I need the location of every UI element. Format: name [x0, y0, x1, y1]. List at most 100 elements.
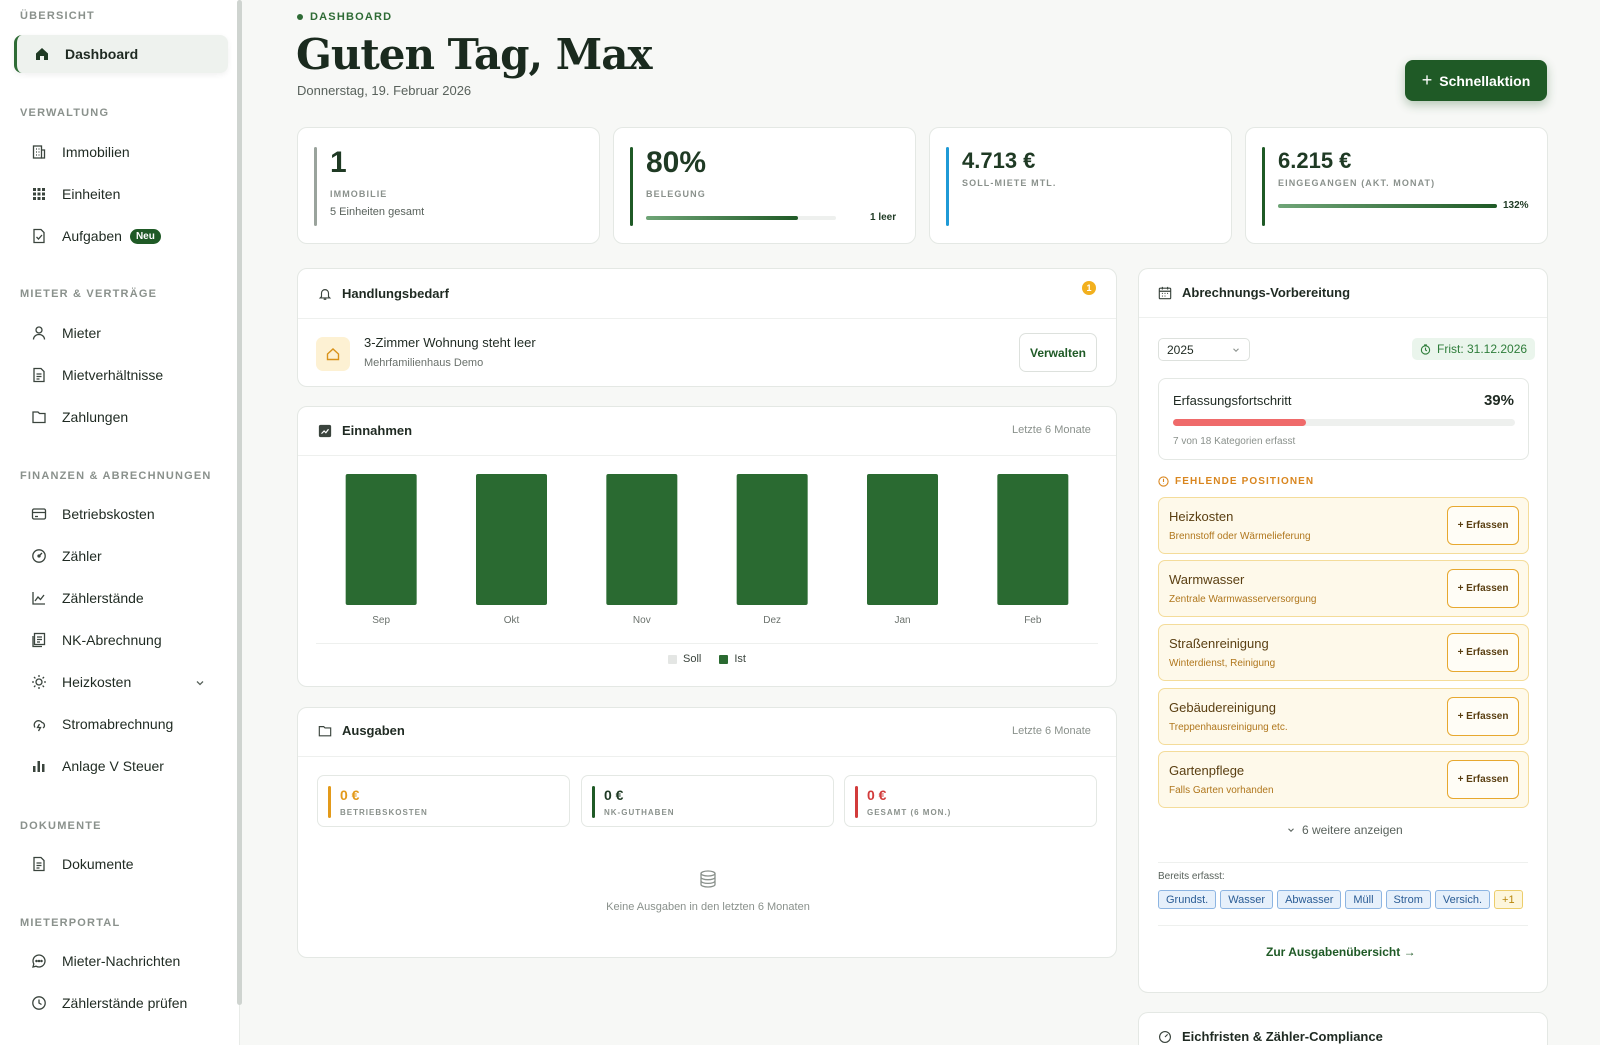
sidebar-item-label: Einheiten	[62, 186, 121, 202]
chevron-down-icon	[1286, 825, 1296, 835]
erfassen-button[interactable]: + Erfassen	[1447, 569, 1519, 608]
database-icon	[698, 869, 718, 894]
sidebar-item-label: Stromabrechnung	[62, 716, 174, 732]
abrechnung-title: Abrechnungs-Vorbereitung	[1158, 285, 1350, 300]
ausgaben-panel	[297, 707, 1117, 958]
nav-section-verwaltung: VERWALTUNG	[20, 107, 110, 119]
sidebar-item-stromabrechnung[interactable]: Stromabrechnung	[14, 705, 228, 743]
alert-subtitle: Mehrfamilienhaus Demo	[364, 357, 484, 369]
home-icon	[33, 45, 51, 63]
sidebar-item-mieter-nachrichten[interactable]: Mieter-Nachrichten	[14, 942, 228, 980]
sidebar-item-aufgaben[interactable]: Aufgaben Neu	[14, 217, 228, 255]
sidebar-item-label: Mieter-Nachrichten	[62, 953, 181, 969]
divider	[298, 455, 1116, 456]
expense-value: 0 €	[340, 787, 360, 803]
chart-line-icon	[30, 589, 48, 607]
x-tick-label: Okt	[504, 615, 520, 626]
missing-subtitle: Falls Garten vorhanden	[1169, 785, 1274, 796]
year-select[interactable]: 2025	[1158, 338, 1250, 361]
erfassen-button[interactable]: + Erfassen	[1447, 506, 1519, 545]
sidebar-item-dashboard[interactable]: Dashboard	[14, 35, 228, 73]
bar-ist-dez[interactable]	[736, 474, 808, 605]
sidebar-item-betriebskosten[interactable]: Betriebskosten	[14, 495, 228, 533]
calendar-icon	[1158, 286, 1172, 300]
missing-header-label: FEHLENDE POSITIONEN	[1175, 476, 1315, 487]
kpi-card-eingegangen[interactable]: 6.215 € EINGEGANGEN (AKT. MONAT) 132%	[1245, 127, 1548, 244]
captured-chip-more[interactable]: +1	[1494, 890, 1523, 909]
chevron-down-icon	[1231, 344, 1241, 358]
missing-item: Straßenreinigung Winterdienst, Reinigung…	[1158, 624, 1529, 681]
sidebar-item-dokumente[interactable]: Dokumente	[14, 845, 228, 883]
sidebar-item-label: Dokumente	[62, 856, 134, 872]
sidebar-item-label: Mieter	[62, 325, 101, 341]
quick-action-button[interactable]: + Schnellaktion	[1405, 60, 1547, 101]
bar-ist-nov[interactable]	[606, 474, 678, 605]
legend-ist-swatch	[719, 654, 729, 664]
panel-title-label: Eichfristen & Zähler-Compliance	[1182, 1029, 1383, 1044]
erfassen-button[interactable]: + Erfassen	[1447, 697, 1519, 736]
eichfristen-panel	[1138, 1012, 1548, 1045]
expense-label: GESAMT (6 MON.)	[867, 808, 952, 817]
handlungsbedarf-panel	[297, 268, 1117, 387]
sidebar-item-zaehlerstaende[interactable]: Zählerstände	[14, 579, 228, 617]
captured-label: Bereits erfasst:	[1158, 871, 1225, 882]
sidebar-item-mieter[interactable]: Mieter	[14, 314, 228, 352]
bar-ist-okt[interactable]	[476, 474, 547, 605]
sidebar-item-zahlungen[interactable]: Zahlungen	[14, 398, 228, 436]
chart-legend: Soll Ist	[668, 653, 746, 665]
sidebar-item-nk-abrechnung[interactable]: NK-Abrechnung	[14, 621, 228, 659]
erfassen-button[interactable]: + Erfassen	[1447, 760, 1519, 799]
bar-ist-feb[interactable]	[997, 474, 1069, 605]
missing-subtitle: Winterdienst, Reinigung	[1169, 658, 1276, 669]
bar-ist-jan[interactable]	[867, 474, 938, 605]
kpi-card-belegung[interactable]: 80% BELEGUNG 1 leer	[613, 127, 916, 244]
kpi-label: SOLL-MIETE MTL.	[962, 178, 1057, 188]
kpi-label: EINGEGANGEN (AKT. MONAT)	[1278, 178, 1436, 188]
expense-card-nk-guthaben: 0 € NK-GUTHABEN	[581, 775, 834, 827]
bar-ist-sep[interactable]	[345, 474, 417, 605]
legend-ist-label: Ist	[734, 653, 746, 665]
sidebar-item-immobilien[interactable]: Immobilien	[14, 133, 228, 171]
captured-chip: Abwasser	[1277, 890, 1342, 909]
sidebar-item-zaehler[interactable]: Zähler	[14, 537, 228, 575]
chevron-down-icon[interactable]	[194, 676, 206, 692]
legend-soll-label: Soll	[683, 653, 702, 665]
captured-chip: Müll	[1345, 890, 1382, 909]
x-tick-label: Feb	[1024, 615, 1042, 626]
missing-title: Gebäudereinigung	[1169, 700, 1276, 715]
missing-title: Gartenpflege	[1169, 763, 1245, 778]
kpi-card-soll-miete[interactable]: 4.713 € SOLL-MIETE MTL.	[929, 127, 1232, 244]
show-more-label: 6 weitere anzeigen	[1302, 823, 1403, 837]
sidebar-item-anlage-v[interactable]: Anlage V Steuer	[14, 747, 228, 785]
sidebar-item-heizkosten[interactable]: Heizkosten	[14, 663, 228, 701]
page-date: Donnerstag, 19. Februar 2026	[297, 83, 472, 98]
nav-section-finanzen: FINANZEN & ABRECHNUNGEN	[20, 470, 212, 482]
divider	[1158, 862, 1528, 863]
page-eyebrow: DASHBOARD	[297, 11, 392, 23]
expense-overview-link[interactable]: Zur Ausgabenübersicht →	[1266, 945, 1416, 959]
missing-title: Warmwasser	[1169, 572, 1245, 587]
ausgaben-title: Ausgaben	[318, 723, 405, 738]
expense-accent	[855, 786, 858, 818]
empty-state-text: Keine Ausgaben in den letzten 6 Monaten	[606, 901, 810, 913]
verwalten-button[interactable]: Verwalten	[1019, 333, 1097, 372]
sidebar-item-label: Zählerstände prüfen	[62, 995, 188, 1011]
sidebar-item-mietverhaeltnisse[interactable]: Mietverhältnisse	[14, 356, 228, 394]
sidebar-item-einheiten[interactable]: Einheiten	[14, 175, 228, 213]
capture-progress	[1173, 419, 1515, 426]
kpi-card-immobilie[interactable]: 1 IMMOBILIE 5 Einheiten gesamt	[297, 127, 600, 244]
receipt-icon	[30, 631, 48, 649]
sidebar-item-zaehlerstaende-pruefen[interactable]: Zählerstände prüfen	[14, 984, 228, 1022]
show-more-link[interactable]: 6 weitere anzeigen	[1286, 823, 1403, 837]
sidebar-item-label: Heizkosten	[62, 674, 132, 690]
expense-label: BETRIEBSKOSTEN	[340, 808, 428, 817]
sidebar-item-label: Aufgaben	[62, 228, 122, 244]
erfassen-button[interactable]: + Erfassen	[1447, 633, 1519, 672]
sidebar-scrollbar[interactable]	[237, 0, 242, 1005]
progress-card: Erfassungsfortschritt 39% 7 von 18 Kateg…	[1158, 378, 1529, 460]
alert-count-badge: 1	[1082, 281, 1096, 295]
panel-title-label: Abrechnungs-Vorbereitung	[1182, 285, 1351, 300]
warning-circle-icon	[1158, 476, 1169, 487]
missing-title: Heizkosten	[1169, 509, 1234, 524]
expense-card-gesamt: 0 € GESAMT (6 MON.)	[844, 775, 1097, 827]
